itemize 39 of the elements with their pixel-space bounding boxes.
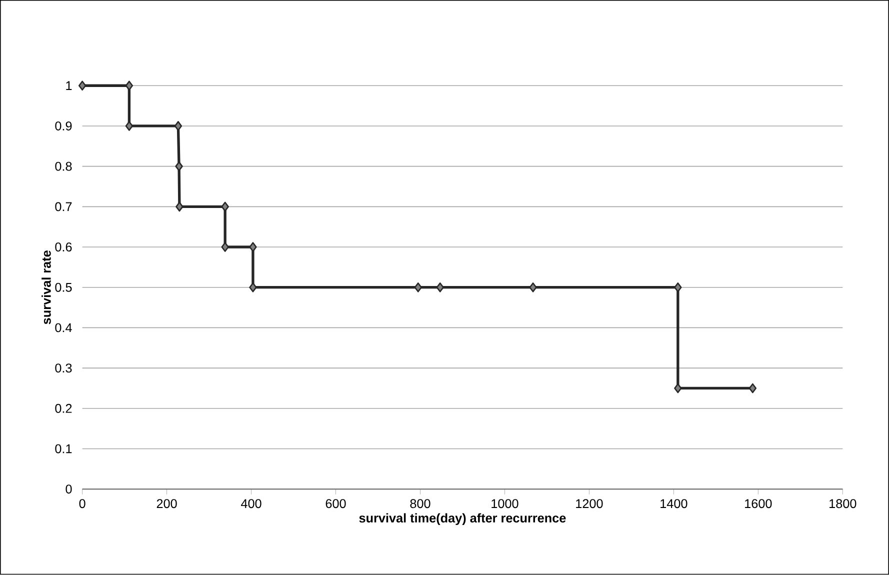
point — [125, 80, 134, 91]
x-tick-label: 200 — [156, 499, 177, 508]
y-tick-label: 0.8 — [55, 162, 72, 171]
y-tick-label: 0.9 — [55, 122, 72, 131]
point — [674, 383, 682, 394]
point — [436, 282, 444, 292]
point — [221, 202, 229, 212]
x-tick-label: 1800 — [830, 499, 856, 508]
point — [674, 282, 682, 292]
point — [176, 202, 184, 212]
point — [529, 282, 537, 292]
x-tick-label: 1600 — [745, 499, 772, 508]
point — [249, 282, 257, 292]
y-axis-title: survival rate — [42, 250, 51, 324]
x-tick-label: 1000 — [492, 499, 518, 508]
x-tick-label: 0 — [79, 499, 86, 508]
x-tick-label: 1200 — [576, 499, 603, 508]
y-tick-label: 0.6 — [55, 242, 72, 252]
y-tick-label: 0.2 — [55, 404, 72, 414]
point — [221, 242, 229, 252]
x-tick-label: 400 — [241, 499, 262, 508]
point — [748, 383, 757, 394]
x-tick-label: 1400 — [660, 499, 688, 508]
point — [174, 121, 182, 132]
y-tick-label: 1 — [66, 81, 72, 90]
y-tick-label: 0.1 — [55, 444, 72, 454]
y-tick-label: 0.7 — [55, 202, 72, 212]
y-tick-label: 0.4 — [55, 323, 72, 332]
y-tick-label: 0.3 — [55, 364, 72, 373]
point — [249, 242, 257, 252]
x-axis-title: survival time(day) after recurrence — [359, 513, 566, 526]
y-tick-label: 0 — [66, 484, 72, 494]
point — [125, 121, 134, 132]
y-tick-label: 0.5 — [55, 283, 72, 292]
x-tick-label: 600 — [326, 499, 346, 508]
point — [78, 80, 86, 91]
point — [414, 282, 422, 292]
x-tick-label: 800 — [410, 499, 430, 508]
point — [175, 162, 183, 172]
